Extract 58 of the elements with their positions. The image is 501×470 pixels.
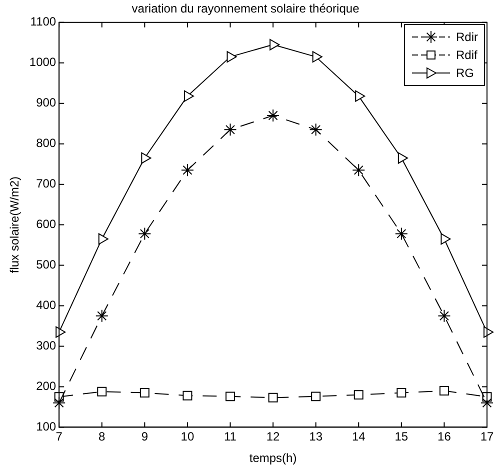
x-tick-label: 8 [98, 430, 106, 444]
y-tick-label: 200 [36, 379, 56, 394]
x-tick-label: 9 [141, 430, 148, 444]
y-axis-title: flux solaire(W/m2) [8, 176, 22, 274]
legend-label: Rdir [456, 30, 478, 44]
point [97, 386, 107, 396]
point [354, 390, 364, 400]
y-tick-label: 900 [36, 96, 56, 110]
y-tick-label: 600 [36, 217, 56, 232]
point [182, 390, 192, 400]
point [180, 164, 194, 177]
point [396, 388, 406, 398]
x-tick-label: 12 [266, 430, 280, 444]
point [309, 123, 322, 136]
legend-label: Rdif [456, 48, 478, 62]
x-tick-label: 16 [438, 430, 452, 444]
y-tick-label: 800 [36, 136, 56, 150]
y-tick-label: 100 [36, 420, 56, 434]
point [224, 123, 237, 136]
point [52, 396, 66, 410]
chart-title: variation du rayonnement solaire théorique [132, 2, 360, 16]
x-tick-label: 11 [224, 430, 237, 444]
point [440, 233, 451, 245]
point [270, 38, 280, 50]
point [95, 309, 108, 322]
x-tick-label: 10 [180, 430, 194, 444]
point [184, 90, 194, 102]
point [312, 51, 322, 63]
y-tick-label: 500 [36, 258, 56, 272]
y-tick-label: 400 [36, 298, 56, 312]
legend-label: RG [456, 66, 474, 80]
point [398, 152, 408, 164]
point [266, 109, 280, 122]
point [268, 392, 278, 402]
point [141, 152, 152, 164]
x-axis-title: temps(h) [249, 451, 297, 466]
y-tick-label: 1000 [29, 55, 56, 70]
point [138, 227, 152, 240]
x-tick-label: 15 [394, 430, 408, 444]
point [438, 309, 451, 322]
y-tick-label: 1100 [30, 14, 56, 29]
point [98, 233, 108, 245]
x-tick-label: 17 [480, 430, 494, 444]
point [226, 392, 235, 402]
point [56, 326, 66, 338]
point [480, 396, 494, 410]
x-tick-label: 7 [56, 430, 63, 444]
x-tick-label: 14 [352, 430, 366, 444]
point [394, 227, 408, 240]
point [226, 51, 237, 63]
point [355, 90, 366, 102]
point [311, 392, 321, 402]
y-tick-label: 300 [36, 338, 56, 353]
x-tick-label: 13 [309, 430, 323, 444]
point [439, 386, 449, 396]
point [352, 164, 366, 177]
y-tick-label: 700 [36, 176, 56, 191]
point [140, 388, 150, 398]
